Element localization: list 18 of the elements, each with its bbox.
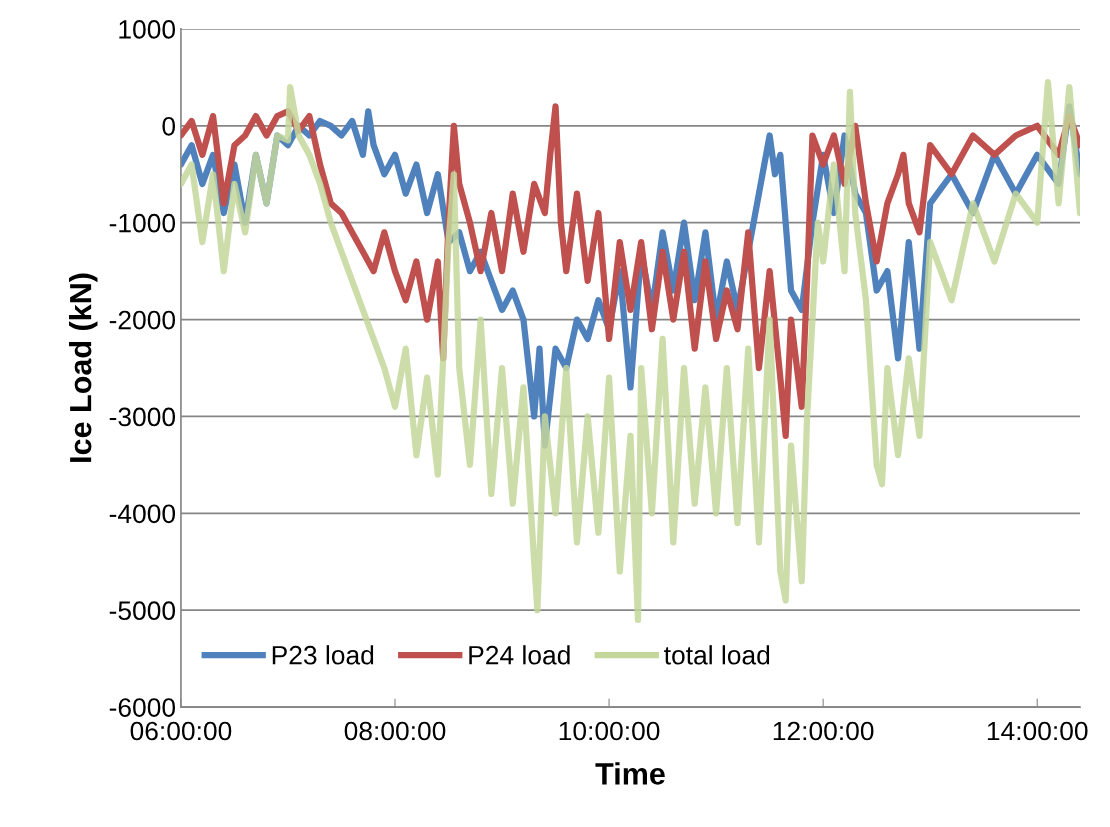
y-tick-label: 1000 [119,20,176,39]
x-axis-title: Time [595,762,665,785]
y-axis-title: Ice Load (kN) [68,273,98,462]
x-tick-label: 06:00:00 [130,721,232,741]
legend-label: P24 load [469,645,570,665]
y-tick-label: -6000 [109,698,176,717]
legend-label: total load [664,645,770,665]
y-tick-label: 0 [162,116,176,136]
x-tick-label: 12:00:00 [773,721,874,741]
y-tick-label: -3000 [109,407,176,427]
legend-label: P23 load [272,645,374,665]
y-tick-label: -4000 [109,504,176,524]
y-tick-label: -5000 [109,601,176,621]
y-tick-label: -1000 [109,213,176,233]
x-tick-label: 10:00:00 [559,721,660,741]
y-tick-label: -2000 [109,310,176,330]
x-tick-label: 08:00:00 [344,721,446,741]
x-tick-label: 14:00:00 [987,721,1088,741]
